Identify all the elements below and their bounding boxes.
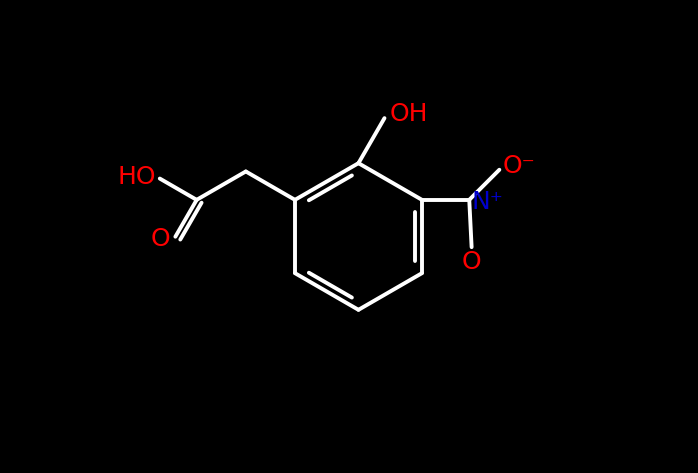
Text: N⁺: N⁺	[471, 190, 503, 214]
Text: O: O	[462, 250, 482, 274]
Text: OH: OH	[389, 102, 429, 126]
Text: O: O	[151, 227, 170, 251]
Text: HO: HO	[118, 165, 156, 189]
Text: O⁻: O⁻	[503, 154, 535, 178]
